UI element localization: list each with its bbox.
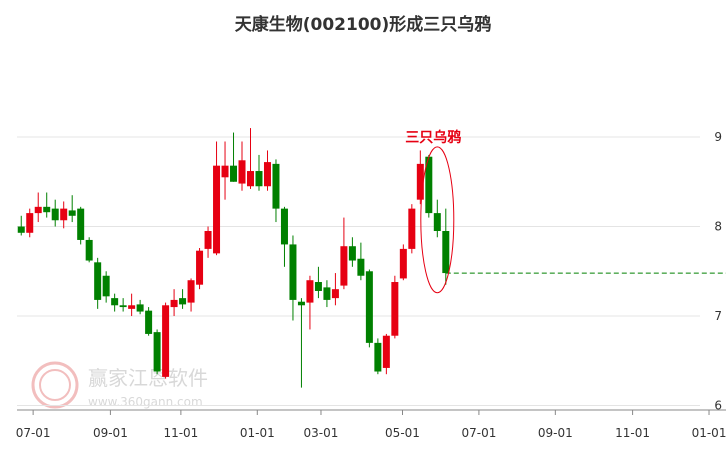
candle-body [382,335,390,368]
candle-body [204,231,212,249]
candle-body [425,156,433,214]
y-tick-label: 8 [714,220,722,234]
candle-body [348,246,356,261]
candle-body [162,305,170,377]
watermark-url: www.360gann.com [88,395,203,409]
candle-body [102,275,110,297]
candle-body [442,231,450,274]
candle-body [43,206,51,213]
candle-body [323,287,331,300]
candle-body [230,165,238,182]
candle-body [94,262,102,300]
candle-body [77,208,85,240]
candle-body [408,208,416,249]
candle-body [263,162,271,187]
x-tick-label: 01-01 [240,426,275,440]
candle-body [153,332,161,372]
candle-body [357,258,365,276]
y-tick-label: 7 [714,309,722,323]
x-tick-label: 07-01 [461,426,496,440]
candle-body [247,171,255,187]
candle-body [399,248,407,279]
x-tick-label: 05-01 [385,426,420,440]
candle-body [221,165,229,178]
candle-body [280,208,288,245]
candle-body [60,208,68,221]
candle-body [111,298,119,306]
candle-body [255,171,263,187]
x-tick-label: 07-01 [16,426,51,440]
candle-body [331,289,339,299]
candle-body [306,280,314,303]
x-tick-label: 03-01 [304,426,339,440]
candle-body [68,210,76,216]
candle-body [145,310,153,334]
x-tick-label: 01-01 [692,426,726,440]
candle-body [365,271,373,343]
candle-body [51,208,59,221]
candle-body [128,305,136,309]
pattern-ellipse [420,146,455,294]
candle-body [34,206,42,214]
x-tick-label: 11-01 [615,426,650,440]
candle-body [85,239,93,261]
x-tick-label: 09-01 [93,426,128,440]
candle-body [17,226,25,233]
candle-body [179,298,187,305]
candle-body [119,305,127,308]
watermark-text: 赢家江恩软件 [88,366,208,390]
candle-body [213,165,221,254]
candle-body [433,213,441,231]
x-tick-label: 11-01 [163,426,198,440]
candle-body [187,280,195,303]
candle-body [416,163,424,200]
candle-body [136,304,144,312]
y-tick-label: 9 [714,130,722,144]
candle-body [26,213,34,233]
candle-body [170,299,178,308]
candle-body [238,160,246,184]
candle-body [374,342,382,372]
y-tick-label: 6 [714,399,722,413]
watermark: 赢家江恩软件 www.360gann.com [31,361,208,409]
annotation: 三只乌鸦 [405,129,461,146]
candle-body [391,282,399,336]
candle-body [196,250,204,285]
candle-body [314,282,322,291]
chart-title: 天康生物(002100)形成三只乌鸦 [235,14,492,35]
x-tick-label: 09-01 [538,426,573,440]
candle-body [272,163,280,209]
candle-body [340,246,348,286]
candle-body [289,244,297,300]
candle-body [297,301,305,306]
